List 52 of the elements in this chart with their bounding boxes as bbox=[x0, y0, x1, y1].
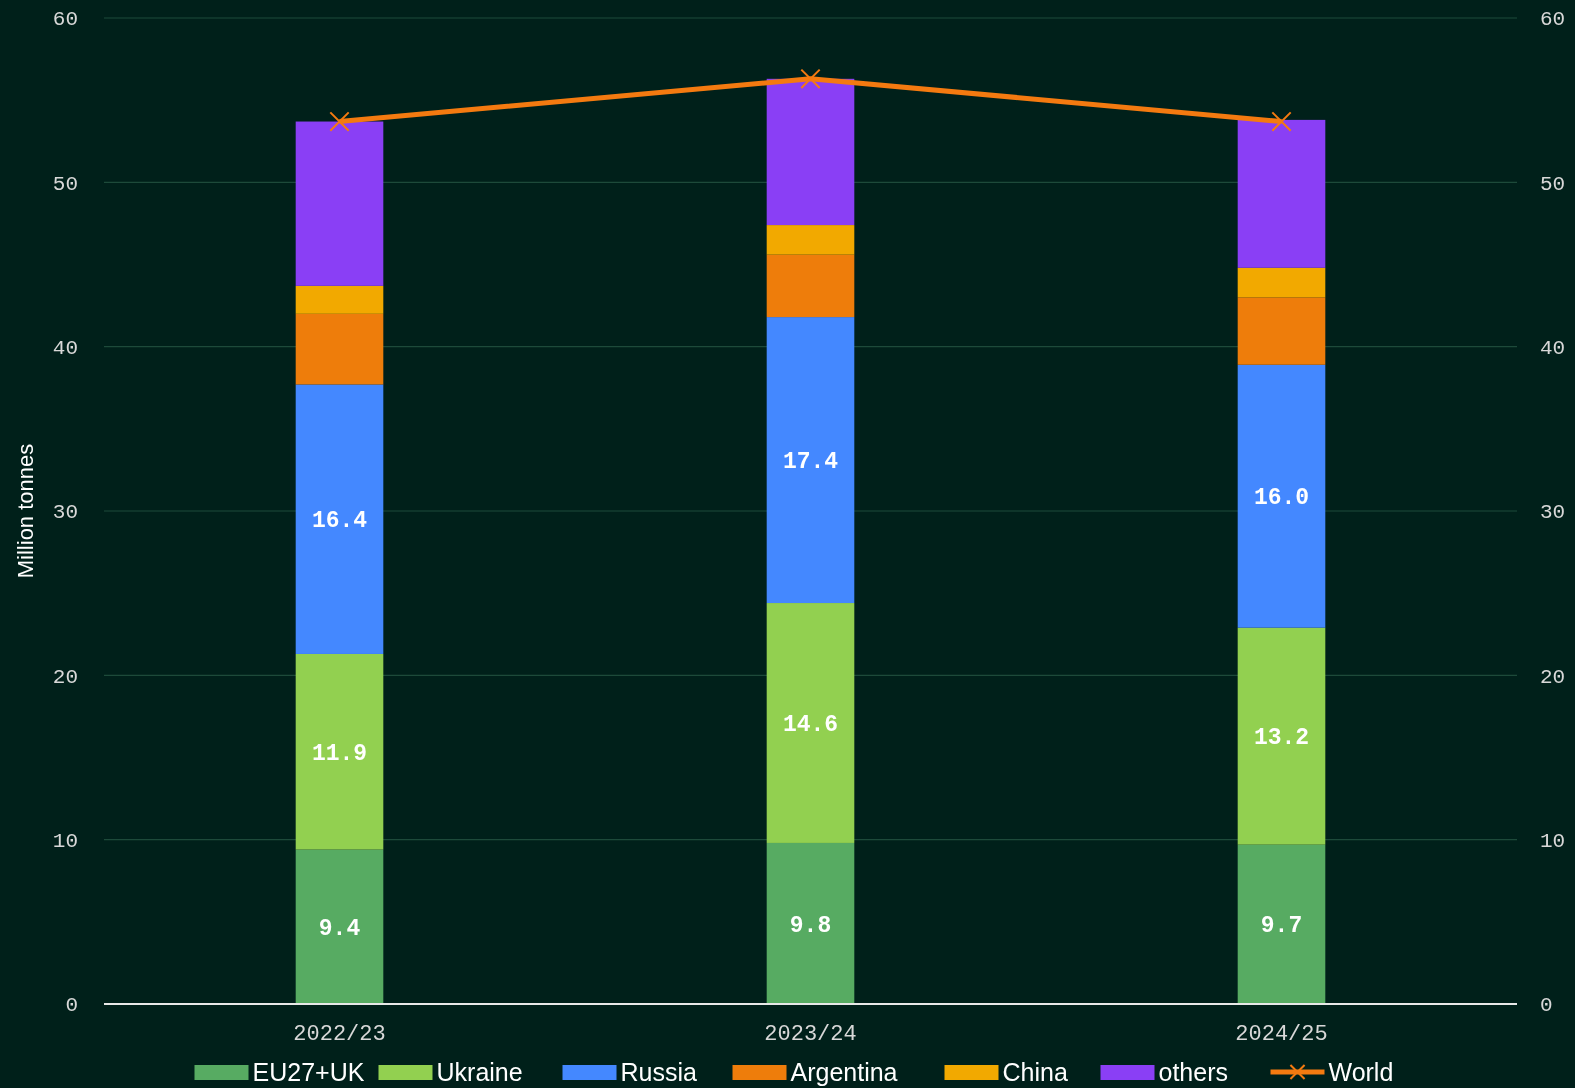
y2-tick-label: 0 bbox=[1540, 994, 1553, 1018]
bar bbox=[1237, 364, 1326, 628]
data-label: 17.4 bbox=[782, 449, 839, 476]
y2-tick-label: 60 bbox=[1540, 8, 1566, 32]
legend-label: Argentina bbox=[790, 1057, 898, 1086]
legend-label: Russia bbox=[620, 1057, 698, 1086]
y-tick-label: 30 bbox=[52, 501, 78, 525]
y2-tick-label: 10 bbox=[1540, 830, 1566, 854]
legend-label: EU27+UK bbox=[252, 1057, 365, 1086]
legend-label: Ukraine bbox=[436, 1057, 523, 1086]
data-label: 11.9 bbox=[311, 740, 368, 767]
y2-tick-label: 30 bbox=[1540, 501, 1566, 525]
y2-tick-label: 40 bbox=[1540, 337, 1566, 361]
data-label: 9.4 bbox=[318, 915, 361, 942]
x-tick-label: 2023/24 bbox=[764, 1022, 857, 1047]
bar bbox=[766, 78, 855, 226]
bar bbox=[295, 285, 384, 314]
bar bbox=[1237, 119, 1326, 268]
bar bbox=[1237, 844, 1326, 1004]
y2-tick-label: 50 bbox=[1540, 172, 1566, 196]
bar bbox=[295, 121, 384, 286]
bar bbox=[766, 842, 855, 1004]
bar bbox=[295, 653, 384, 850]
data-label: 14.6 bbox=[782, 712, 839, 739]
bar bbox=[766, 317, 855, 604]
bar bbox=[766, 603, 855, 843]
bar bbox=[1237, 297, 1326, 365]
bar bbox=[1237, 627, 1326, 845]
y-tick-label: 20 bbox=[52, 665, 78, 689]
bar bbox=[766, 254, 855, 318]
x-tick-label: 2022/23 bbox=[293, 1022, 386, 1047]
x-tick-label: 2024/25 bbox=[1235, 1022, 1328, 1047]
y-tick-label: 40 bbox=[52, 337, 78, 361]
legend-label: World bbox=[1328, 1057, 1394, 1086]
bar bbox=[766, 225, 855, 255]
y2-tick-label: 20 bbox=[1540, 665, 1566, 689]
bar bbox=[295, 849, 384, 1004]
data-label: 16.0 bbox=[1253, 485, 1310, 512]
data-label: 13.2 bbox=[1253, 725, 1310, 752]
bar bbox=[295, 313, 384, 385]
y-tick-label: 60 bbox=[52, 8, 78, 32]
bar bbox=[295, 384, 384, 654]
legend-label: China bbox=[1002, 1057, 1068, 1086]
bar bbox=[1237, 267, 1326, 298]
data-label: 16.4 bbox=[311, 508, 368, 535]
y-tick-label: 0 bbox=[65, 994, 78, 1018]
legend-label: others bbox=[1158, 1057, 1228, 1086]
data-label: 9.8 bbox=[789, 912, 832, 939]
y-axis-title: Million tonnes bbox=[13, 443, 38, 579]
y-tick-label: 50 bbox=[52, 172, 78, 196]
data-label: 9.7 bbox=[1260, 913, 1303, 940]
y-tick-label: 10 bbox=[52, 830, 78, 854]
